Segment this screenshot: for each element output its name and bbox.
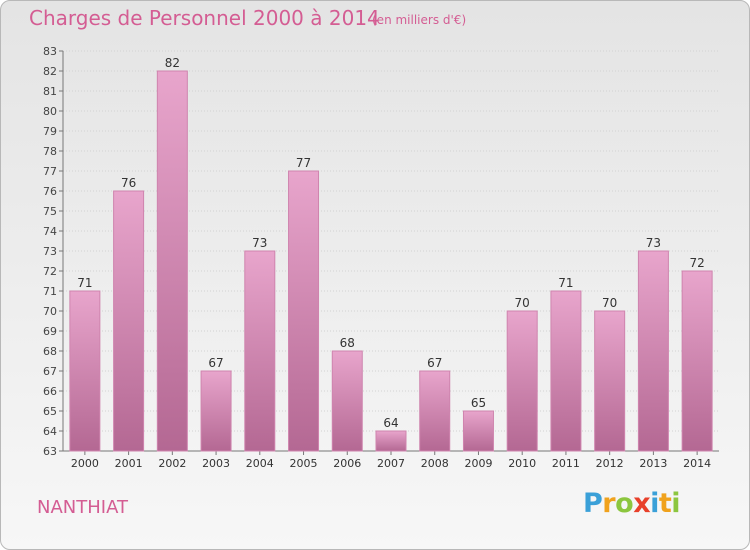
data-label: 82: [165, 56, 180, 70]
bar: [244, 250, 276, 452]
y-tick-label: 81: [43, 85, 57, 98]
y-tick-label: 69: [43, 325, 57, 338]
y-tick-label: 78: [43, 145, 57, 158]
y-tick-label: 70: [43, 305, 57, 318]
bar: [156, 70, 188, 452]
data-labels: 71 76 82 67 73 77 68 64 67 65 70 71 70 73 72: [77, 56, 705, 430]
data-label: 67: [427, 356, 442, 370]
bar: [681, 270, 713, 452]
data-label: 67: [208, 356, 223, 370]
bar: [462, 410, 494, 452]
x-tick-label: 2004: [246, 457, 274, 470]
logo-letter: x: [633, 488, 651, 519]
y-tick-label: 63: [43, 445, 57, 458]
logo-letter: t: [658, 488, 672, 519]
y-tick-label: 74: [43, 225, 57, 238]
y-tick-label: 72: [43, 265, 57, 278]
bar: [594, 310, 626, 452]
bars: [69, 70, 713, 452]
bar: [200, 370, 232, 452]
x-tick-label: 2003: [202, 457, 230, 470]
y-tick-label: 77: [43, 165, 57, 178]
bar: [288, 170, 320, 452]
bar: [506, 310, 538, 452]
x-tick-label: 2005: [290, 457, 318, 470]
y-tick-labels: 63 64 65 66 67 68 69 70 71 72 73 74 75 76 77 78 79 80 81 82…: [43, 45, 57, 458]
x-tick-label: 2013: [639, 457, 667, 470]
y-tick-label: 65: [43, 405, 57, 418]
place-name: NANTHIAT: [37, 497, 128, 518]
y-tick-label: 67: [43, 365, 57, 378]
proxiti-logo[interactable]: Proxiti: [583, 488, 681, 519]
data-label: 73: [252, 236, 267, 250]
x-tick-label: 2010: [508, 457, 536, 470]
y-tick-label: 68: [43, 345, 57, 358]
data-label: 64: [383, 416, 398, 430]
y-tick-label: 73: [43, 245, 57, 258]
x-tick-label: 2014: [683, 457, 711, 470]
data-label: 72: [689, 256, 704, 270]
x-tick-label: 2002: [158, 457, 186, 470]
x-tick-label: 2012: [596, 457, 624, 470]
x-tick-label: 2000: [71, 457, 99, 470]
x-tick-label: 2001: [115, 457, 143, 470]
logo-letter: P: [583, 488, 603, 519]
data-label: 76: [121, 176, 136, 190]
x-tick-label: 2009: [464, 457, 492, 470]
y-tick-label: 83: [43, 45, 57, 58]
y-tick-label: 75: [43, 205, 57, 218]
x-tick-label: 2008: [421, 457, 449, 470]
logo-letter: i: [671, 488, 681, 519]
bar: [69, 290, 101, 452]
data-label: 73: [646, 236, 661, 250]
logo-letter: o: [615, 488, 634, 519]
data-label: 70: [602, 296, 617, 310]
data-label: 68: [340, 336, 355, 350]
bar: [637, 250, 669, 452]
y-tick-label: 64: [43, 425, 57, 438]
bar: [419, 370, 451, 452]
data-label: 71: [558, 276, 573, 290]
bar: [331, 350, 363, 452]
chart-unit: (en milliers d'€): [372, 13, 467, 27]
y-tick-label: 82: [43, 65, 57, 78]
x-tick-label: 2011: [552, 457, 580, 470]
y-tick-label: 80: [43, 105, 57, 118]
chart-title: Charges de Personnel 2000 à 2014: [29, 6, 380, 30]
bar: [375, 430, 407, 452]
y-tick-label: 71: [43, 285, 57, 298]
logo-letter: i: [650, 488, 659, 519]
y-tick-label: 66: [43, 385, 57, 398]
y-tick-label: 76: [43, 185, 57, 198]
bar: [113, 190, 145, 452]
x-tick-label: 2006: [333, 457, 361, 470]
y-tick-label: 79: [43, 125, 57, 138]
data-label: 71: [77, 276, 92, 290]
x-tick-labels: 2000 2001 2002 2003 2004 2005 2006 2007 2008 2009…: [71, 457, 711, 470]
data-label: 77: [296, 156, 311, 170]
x-tick-label: 2007: [377, 457, 405, 470]
logo-letter: r: [602, 488, 616, 519]
data-label: 65: [471, 396, 486, 410]
data-label: 70: [515, 296, 530, 310]
bar: [550, 290, 582, 452]
